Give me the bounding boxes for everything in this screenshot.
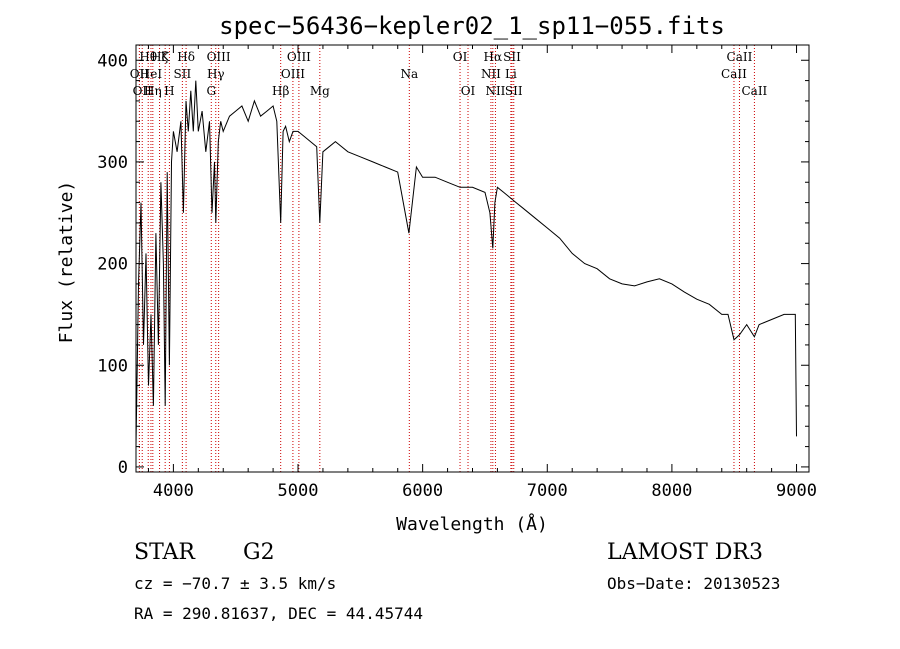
- x-axis-ticks: 4000 5000 6000 7000 8000 9000: [147, 45, 817, 501]
- line-marker-label: Hγ: [207, 67, 225, 81]
- object-subclass: G2: [243, 540, 275, 565]
- line-marker-label: K: [161, 50, 171, 64]
- line-marker-label: OII: [130, 67, 150, 81]
- line-marker-label: OIII: [207, 50, 231, 64]
- y-tick-label: 0: [118, 458, 128, 478]
- object-class: STAR: [134, 540, 196, 565]
- line-marker-label: Na: [400, 67, 418, 81]
- line-marker-label: G: [206, 84, 216, 98]
- coordinates-text: RA = 290.81637, DEC = 44.45744: [134, 604, 423, 623]
- line-marker-label: Hζ: [151, 50, 168, 64]
- x-tick-label: 5000: [278, 481, 319, 501]
- line-marker-label: OIII: [281, 67, 305, 81]
- line-marker-label: SII: [505, 84, 523, 98]
- line-marker-label: Hα: [484, 50, 503, 64]
- line-marker-label: NII: [481, 67, 501, 81]
- x-tick-label: 8000: [651, 481, 692, 501]
- line-marker-label: CaII: [721, 67, 747, 81]
- x-tick-label: 7000: [527, 481, 568, 501]
- line-marker-label: CaII: [727, 50, 753, 64]
- line-marker-label: H: [164, 84, 174, 98]
- line-marker-label: OII: [133, 84, 153, 98]
- y-axis-label: Flux (relative): [56, 181, 77, 344]
- line-marker-label: HeI: [140, 67, 163, 81]
- plot-frame: [135, 44, 810, 473]
- line-marker-label: CaII: [741, 84, 767, 98]
- chart-title: spec−56436−kepler02_1_sp11−055.fits: [219, 12, 725, 40]
- y-tick-label: 400: [97, 51, 128, 71]
- spectrum-line: [135, 80, 797, 447]
- y-tick-label: 200: [97, 255, 128, 275]
- x-tick-label: 9000: [776, 481, 817, 501]
- line-marker-label: SII: [503, 50, 521, 64]
- line-marker-label: Hδ: [177, 50, 195, 64]
- observation-date: Obs−Date: 20130523: [607, 574, 780, 593]
- x-axis-label: Wavelength (Å): [396, 513, 548, 535]
- line-marker-label: NII: [485, 84, 505, 98]
- x-tick-label: 6000: [402, 481, 443, 501]
- line-marker-label: Li: [505, 67, 517, 81]
- line-marker-label: OI: [461, 84, 476, 98]
- line-marker-labels: OIIOIIHθHeIHηHζKHSIIHδGHγOIIIHβOIIIOIIIM…: [130, 50, 768, 98]
- y-axis-ticks: 0 100 200 300 400: [97, 51, 809, 478]
- line-marker-label: OI: [453, 50, 468, 64]
- x-tick-label: 4000: [153, 481, 194, 501]
- line-marker-label: OIII: [287, 50, 311, 64]
- line-marker-label: Mg: [310, 84, 330, 98]
- y-tick-label: 300: [97, 153, 128, 173]
- line-marker-label: SII: [174, 67, 192, 81]
- line-marker-label: Hβ: [272, 84, 289, 98]
- line-markers: [138, 45, 755, 472]
- line-marker-label: Hη: [144, 84, 162, 98]
- survey-name: LAMOST DR3: [607, 540, 763, 565]
- y-tick-label: 100: [97, 356, 128, 376]
- redshift-text: cz = −70.7 ± 3.5 km/s: [134, 574, 336, 593]
